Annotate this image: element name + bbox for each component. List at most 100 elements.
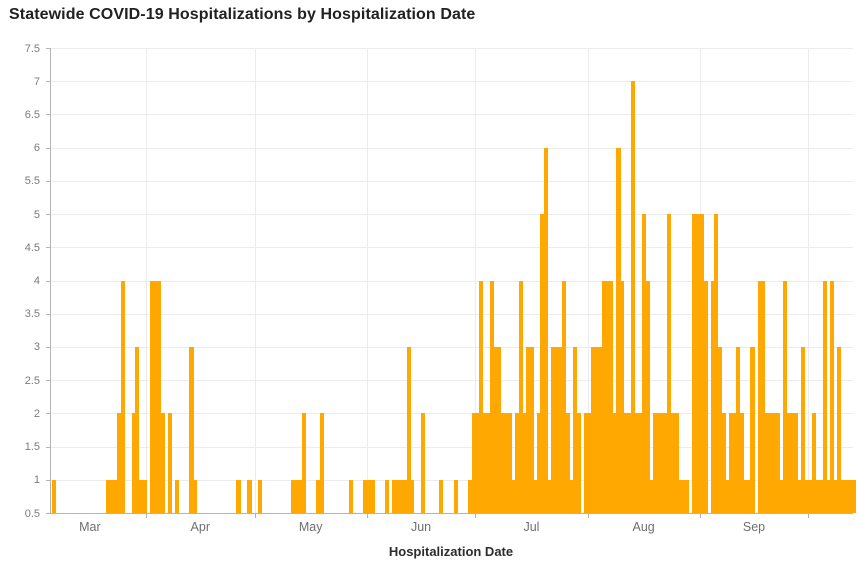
bar[interactable] xyxy=(616,147,621,513)
bar[interactable] xyxy=(236,479,241,513)
bar[interactable] xyxy=(670,413,675,513)
bar[interactable] xyxy=(768,413,773,513)
bar[interactable] xyxy=(692,214,697,513)
bar[interactable] xyxy=(247,479,252,513)
bar[interactable] xyxy=(149,280,154,513)
bar[interactable] xyxy=(721,413,726,513)
bar[interactable] xyxy=(486,413,491,513)
bar[interactable] xyxy=(193,479,198,513)
bar[interactable] xyxy=(290,479,295,513)
bar[interactable] xyxy=(384,479,390,513)
bar[interactable] xyxy=(591,346,596,513)
bar[interactable] xyxy=(761,280,766,513)
bar[interactable] xyxy=(840,479,846,513)
bar[interactable] xyxy=(493,346,498,513)
bar[interactable] xyxy=(732,413,737,513)
bar[interactable] xyxy=(652,413,657,513)
bar[interactable] xyxy=(696,214,701,513)
bar[interactable] xyxy=(301,413,306,513)
bar[interactable] xyxy=(678,479,683,513)
bar[interactable] xyxy=(135,346,140,513)
bar[interactable] xyxy=(319,413,324,513)
bar[interactable] xyxy=(623,413,628,513)
bar[interactable] xyxy=(522,413,527,513)
bar[interactable] xyxy=(395,479,400,513)
bar[interactable] xyxy=(819,479,824,513)
bar[interactable] xyxy=(131,413,136,513)
bar[interactable] xyxy=(710,280,715,513)
bar[interactable] xyxy=(602,280,607,513)
bar[interactable] xyxy=(468,479,473,513)
bar[interactable] xyxy=(587,413,592,513)
bar[interactable] xyxy=(779,479,784,513)
bar[interactable] xyxy=(764,413,770,513)
bar[interactable] xyxy=(565,413,570,513)
bar[interactable] xyxy=(51,479,57,513)
bar[interactable] xyxy=(138,479,143,513)
bar[interactable] xyxy=(725,479,730,513)
bar[interactable] xyxy=(793,413,799,513)
bar[interactable] xyxy=(544,147,549,513)
bar[interactable] xyxy=(453,479,458,513)
bar[interactable] xyxy=(562,280,567,513)
bar[interactable] xyxy=(772,413,777,513)
bar[interactable] xyxy=(605,280,610,513)
bar[interactable] xyxy=(826,479,831,513)
bar[interactable] xyxy=(348,479,353,513)
bar[interactable] xyxy=(540,214,545,513)
bar[interactable] xyxy=(612,413,618,513)
bar[interactable] xyxy=(167,413,172,513)
bar[interactable] xyxy=(641,214,647,513)
bar[interactable] xyxy=(739,413,744,513)
bar[interactable] xyxy=(518,280,523,513)
bar[interactable] xyxy=(659,413,665,513)
bar[interactable] xyxy=(511,479,516,513)
bar[interactable] xyxy=(366,479,371,513)
bar[interactable] xyxy=(497,346,502,513)
bar[interactable] xyxy=(844,479,849,513)
bar[interactable] xyxy=(833,479,838,513)
bar[interactable] xyxy=(533,479,538,513)
bar[interactable] xyxy=(526,346,531,513)
bar[interactable] xyxy=(482,413,487,513)
bar[interactable] xyxy=(594,346,599,513)
bar[interactable] xyxy=(363,479,368,513)
bar[interactable] xyxy=(529,346,534,513)
bar[interactable] xyxy=(258,479,263,513)
bar[interactable] xyxy=(439,479,444,513)
bar[interactable] xyxy=(815,479,820,513)
bar[interactable] xyxy=(811,413,817,513)
bar[interactable] xyxy=(786,413,791,513)
bar[interactable] xyxy=(504,413,509,513)
bar[interactable] xyxy=(106,479,111,513)
bar[interactable] xyxy=(471,413,476,513)
bar[interactable] xyxy=(142,479,147,513)
bar[interactable] xyxy=(757,280,762,513)
bar[interactable] xyxy=(663,413,668,513)
bar[interactable] xyxy=(848,479,853,513)
bar[interactable] xyxy=(189,346,194,513)
bar[interactable] xyxy=(583,413,589,513)
bar[interactable] xyxy=(638,413,643,513)
bar[interactable] xyxy=(634,413,639,513)
bar[interactable] xyxy=(750,346,755,513)
bar[interactable] xyxy=(627,413,632,513)
bar[interactable] xyxy=(370,479,375,513)
bar[interactable] xyxy=(808,479,813,513)
bar[interactable] xyxy=(609,280,614,513)
bar[interactable] xyxy=(714,214,719,513)
bar[interactable] xyxy=(804,479,809,513)
bar[interactable] xyxy=(649,479,654,513)
bar[interactable] xyxy=(743,479,748,513)
bar[interactable] xyxy=(851,479,856,513)
bar[interactable] xyxy=(160,413,165,513)
bar[interactable] xyxy=(515,413,520,513)
bar[interactable] xyxy=(681,479,686,513)
bar[interactable] xyxy=(117,413,122,513)
bar[interactable] xyxy=(746,479,751,513)
bar[interactable] xyxy=(153,280,158,513)
bar[interactable] xyxy=(598,346,603,513)
bar[interactable] xyxy=(410,479,415,513)
bar[interactable] xyxy=(630,81,636,513)
bar[interactable] xyxy=(801,346,806,513)
